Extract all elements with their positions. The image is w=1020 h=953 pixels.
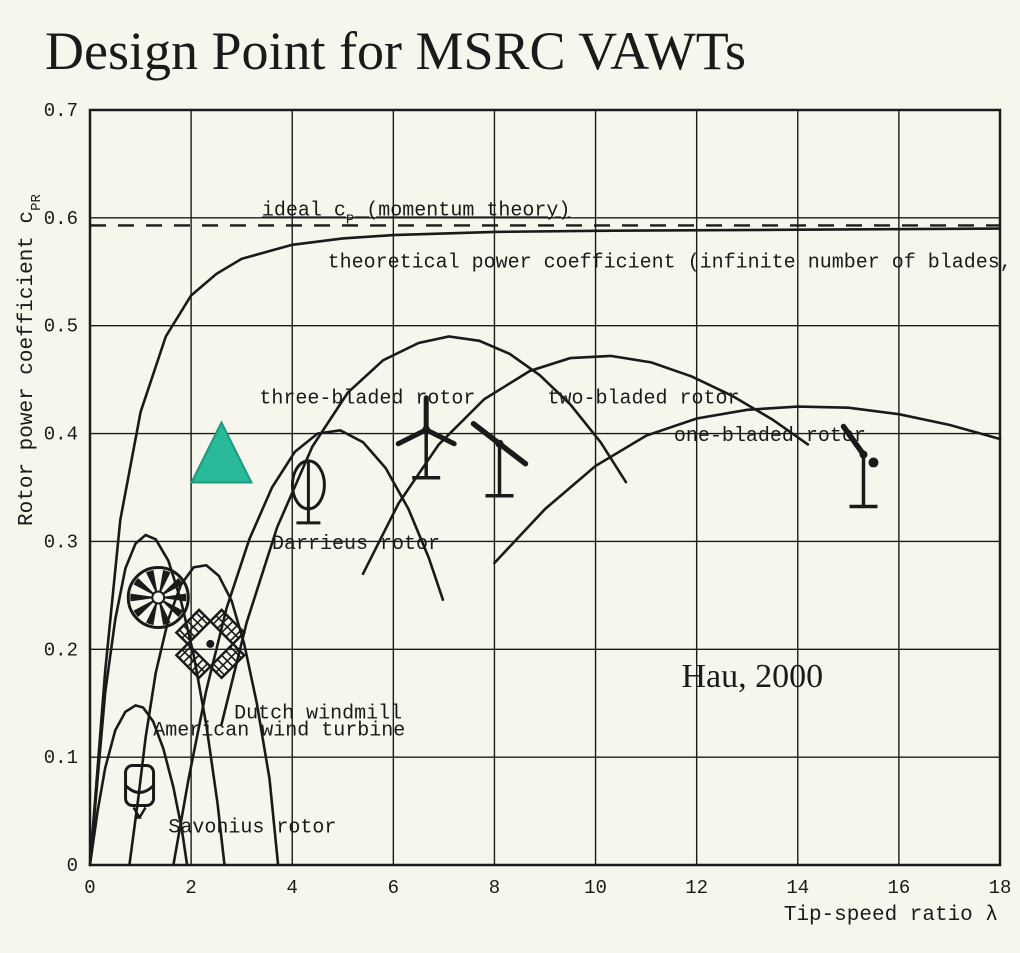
rotor-curve-label: one-bladed rotor bbox=[674, 425, 866, 448]
betz-limit-label: ideal cP (momentum theory) bbox=[262, 199, 570, 228]
x-tick-label: 14 bbox=[786, 877, 809, 899]
rotor-curve-label: Dutch windmill bbox=[234, 702, 402, 725]
x-tick-label: 0 bbox=[84, 877, 95, 899]
y-tick-label: 0.4 bbox=[44, 424, 78, 446]
y-tick-label: 0 bbox=[67, 855, 78, 877]
design-point-marker bbox=[191, 423, 251, 483]
x-tick-label: 16 bbox=[887, 877, 910, 899]
y-tick-label: 0.2 bbox=[44, 639, 78, 661]
hawt2-icon bbox=[474, 424, 526, 496]
x-tick-label: 2 bbox=[185, 877, 196, 899]
darrieus-icon bbox=[292, 461, 324, 523]
y-tick-label: 0.5 bbox=[44, 316, 78, 338]
multiblade-icon bbox=[128, 568, 188, 628]
x-tick-label: 12 bbox=[685, 877, 708, 899]
y-tick-label: 0.6 bbox=[44, 208, 78, 230]
y-tick-label: 0.7 bbox=[44, 100, 78, 122]
svg-text:Rotor power coefficient cPR: Rotor power coefficient cPR bbox=[16, 193, 45, 525]
y-tick-label: 0.3 bbox=[44, 531, 78, 553]
theoretical-curve-label: theoretical power coefficient (infinite … bbox=[328, 251, 1020, 274]
x-axis-label: Tip-speed ratio λ bbox=[784, 904, 998, 927]
rotor-curve-label: two-bladed rotor bbox=[548, 387, 740, 410]
x-tick-label: 18 bbox=[989, 877, 1012, 899]
y-tick-label: 0.1 bbox=[44, 747, 78, 769]
rotor-curve-label: Savonius rotor bbox=[168, 817, 336, 840]
x-tick-label: 8 bbox=[489, 877, 500, 899]
chart-figure: Design Point for MSRC VAWTs 0 2 4 6 8 10 12 14 1… bbox=[0, 0, 1020, 948]
x-tick-label: 10 bbox=[584, 877, 607, 899]
rotor-curve-label: three-bladed rotor bbox=[259, 387, 475, 410]
figure-title: Design Point for MSRC VAWTs bbox=[45, 20, 746, 82]
x-tick-label: 6 bbox=[388, 877, 399, 899]
y-axis-label: Rotor power coefficient cPR bbox=[16, 193, 45, 525]
chart-svg: 0 2 4 6 8 10 12 14 16 18 0 0.1 0.2 0.3 0.4 0.5 0.6 0.7 Tip… bbox=[0, 0, 1020, 948]
theoretical-curve bbox=[90, 229, 1000, 865]
rotor-curve-label: Darrieus rotor bbox=[272, 533, 440, 556]
x-tick-label: 4 bbox=[287, 877, 298, 899]
citation: Hau, 2000 bbox=[682, 658, 824, 695]
